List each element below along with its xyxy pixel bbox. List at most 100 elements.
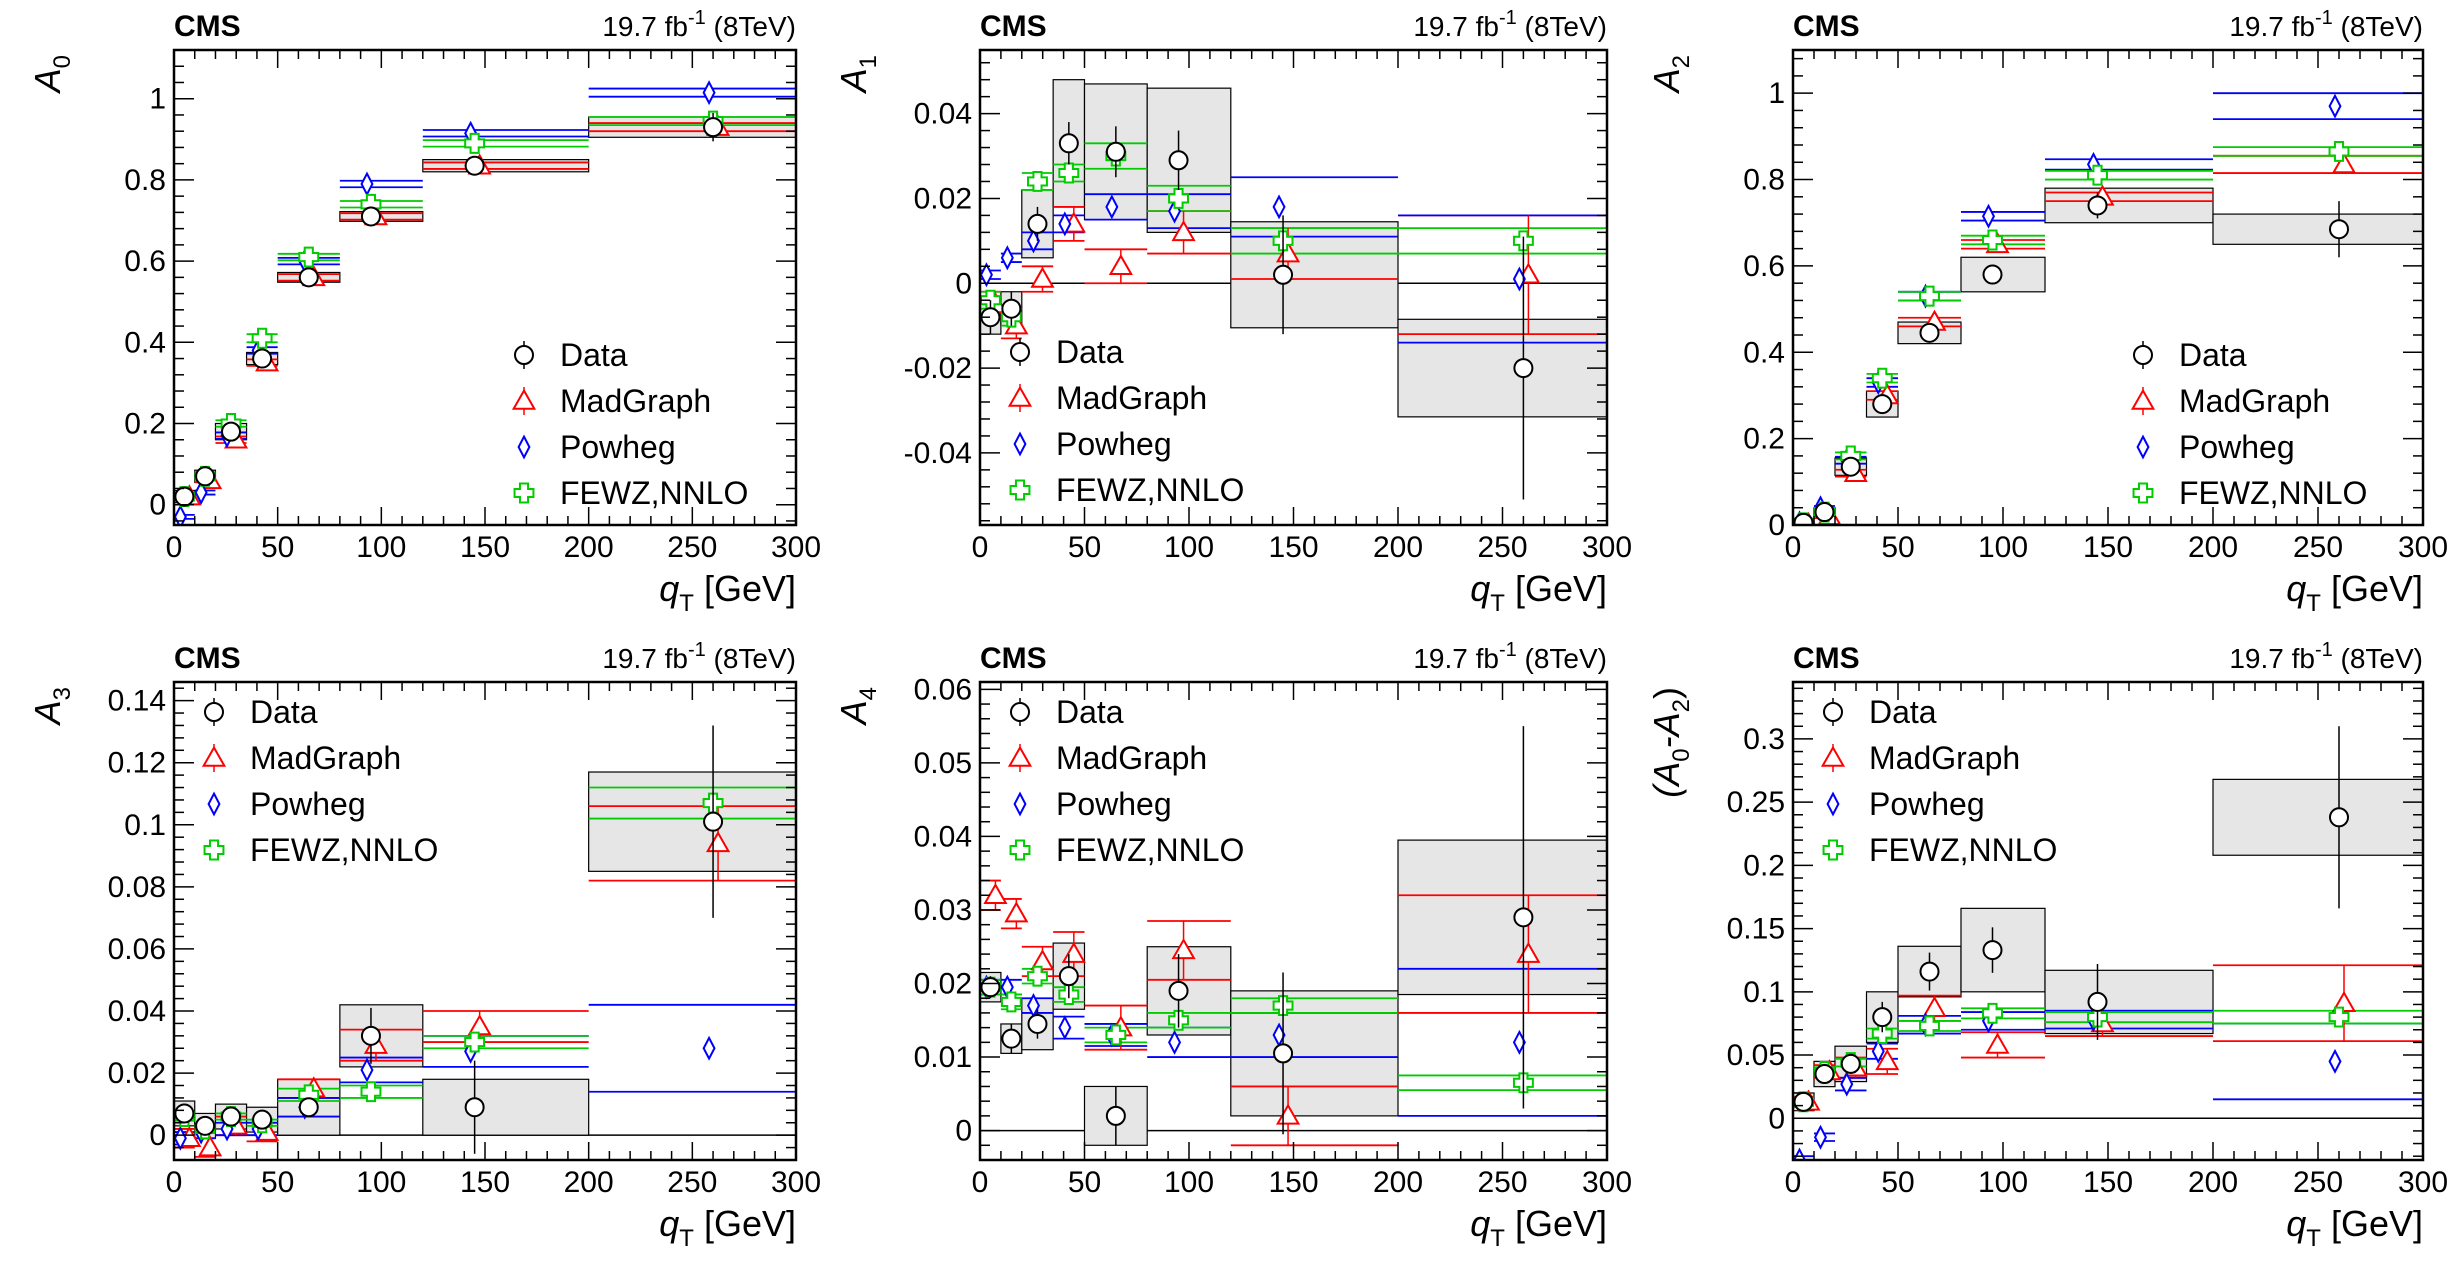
pw-point — [1272, 194, 1286, 220]
pw-point — [194, 480, 208, 506]
pw-point — [1058, 1015, 1072, 1041]
x-tick-label: 250 — [667, 531, 717, 564]
legend-item-pw: Powheg — [1013, 426, 1172, 462]
x-tick-label: 100 — [1978, 1166, 2028, 1199]
legend-item-fe: FEWZ,NNLO — [2132, 475, 2367, 511]
pw-point — [360, 171, 374, 197]
data-point — [252, 1109, 273, 1130]
lumi-value: 19.7 fb — [1413, 643, 1499, 674]
fe-point — [1982, 229, 2003, 251]
data-point — [1058, 133, 1079, 154]
data-point — [1872, 394, 1893, 415]
data-point — [1872, 1007, 1893, 1028]
legend-marker-fe-icon — [513, 482, 535, 504]
x-tick-label: 300 — [771, 1166, 821, 1199]
x-tick-label: 50 — [1068, 531, 1101, 564]
data-point — [1840, 456, 1861, 477]
x-tick-label: 0 — [972, 1166, 989, 1199]
x-tick-label: 100 — [1164, 1166, 1214, 1199]
y-axis-subscript-2: 2 — [1668, 699, 1695, 712]
data-point — [1105, 141, 1126, 162]
legend-item-fe: FEWZ,NNLO — [1009, 472, 1244, 508]
x-axis-variable: q — [1470, 1203, 1490, 1244]
x-tick-label: 50 — [1881, 531, 1914, 564]
fe-point — [2328, 1006, 2350, 1028]
legend: Data MadGraph Powheg FEWZ,NNLO — [201, 694, 438, 868]
x-tick-label: 150 — [2083, 1166, 2133, 1199]
legend-item-pw: Powheg — [1826, 786, 1985, 822]
x-tick-label: 250 — [1477, 531, 1527, 564]
legend: Data MadGraph Powheg FEWZ,NNLO — [1820, 694, 2057, 868]
y-axis-label: A2 — [1646, 55, 1695, 94]
data-point — [195, 1115, 216, 1136]
pw-point — [702, 80, 716, 106]
legend: Data MadGraph Powheg FEWZ,NNLO — [1007, 334, 1244, 508]
x-axis-unit: [GeV] — [1505, 1203, 1607, 1244]
y-tick-label: 0.02 — [108, 1057, 166, 1090]
y-tick-label: 0.4 — [124, 326, 166, 359]
pw-point — [1105, 194, 1119, 220]
pw-point — [1000, 245, 1014, 271]
pw-point — [360, 1057, 374, 1083]
cms-label: CMS — [174, 642, 241, 675]
legend-label: FEWZ,NNLO — [560, 475, 748, 511]
legend-marker-mg-icon — [1007, 385, 1033, 407]
legend-label: Powheg — [250, 786, 366, 822]
fe-point — [1982, 1002, 2003, 1024]
legend-label: MadGraph — [1056, 380, 1207, 416]
y-axis-label: A3 — [27, 687, 76, 726]
legend-marker-mg-icon — [2130, 388, 2156, 410]
y-tick-label: 0.8 — [124, 164, 166, 197]
legend-item-data: Data — [1823, 694, 1937, 730]
data-point — [1919, 961, 1940, 982]
x-tick-label: 0 — [972, 531, 989, 564]
x-tick-label: 150 — [2083, 531, 2133, 564]
legend-item-mg: MadGraph — [201, 740, 401, 776]
data-point — [2329, 807, 2349, 828]
data-point — [1027, 213, 1048, 234]
legend-item-data: Data — [204, 694, 318, 730]
x-axis-label: qT [GeV] — [2286, 1203, 2423, 1252]
y-tick-label: 0.02 — [914, 182, 972, 215]
y-axis-label: (A0-A2) — [1646, 687, 1695, 798]
data-point — [1840, 1053, 1861, 1074]
x-tick-label: 150 — [1268, 1166, 1318, 1199]
data-point — [464, 155, 485, 176]
mg-point — [1004, 901, 1029, 923]
data-point — [1793, 1091, 1814, 1112]
lumi-unit-exponent: -1 — [688, 639, 706, 661]
plot-area — [174, 80, 796, 525]
legend-marker-mg-icon — [1820, 745, 1846, 767]
legend-label: Data — [250, 694, 318, 730]
x-tick-label: 150 — [1268, 531, 1318, 564]
lumi-value: 19.7 fb — [602, 11, 688, 42]
x-axis-unit: [GeV] — [2321, 568, 2423, 609]
lumi-unit-exponent: -1 — [1499, 7, 1517, 29]
x-tick-label: 150 — [460, 531, 510, 564]
plot-area — [1793, 92, 2423, 525]
fe-point — [1919, 1015, 1940, 1037]
data-point — [2087, 195, 2108, 216]
lumi-energy: (8TeV) — [2333, 11, 2423, 42]
pw-point — [1840, 1071, 1854, 1097]
data-point — [1982, 940, 2003, 961]
x-tick-label: 0 — [1785, 531, 1802, 564]
data-point — [1001, 1028, 1022, 1049]
pw-point — [2328, 1048, 2342, 1074]
legend-marker-pw-icon — [207, 791, 221, 817]
cms-label: CMS — [980, 642, 1047, 675]
fe-point — [360, 1081, 382, 1103]
x-tick-label: 300 — [2398, 1166, 2448, 1199]
data-systematic-box — [1397, 839, 1607, 996]
x-tick-label: 250 — [2293, 1166, 2343, 1199]
legend-marker-fe-icon — [1822, 839, 1844, 861]
y-axis-variable: A — [27, 700, 68, 726]
mg-point — [467, 1014, 492, 1036]
lumi-energy: (8TeV) — [1517, 643, 1607, 674]
lumi-unit-exponent: -1 — [1499, 639, 1517, 661]
y-tick-label: 0.05 — [1727, 1039, 1785, 1072]
legend-marker-mg-icon — [201, 745, 227, 767]
legend-item-data: Data — [1010, 694, 1124, 730]
x-tick-label: 50 — [1068, 1166, 1101, 1199]
legend-label: Powheg — [1869, 786, 1985, 822]
